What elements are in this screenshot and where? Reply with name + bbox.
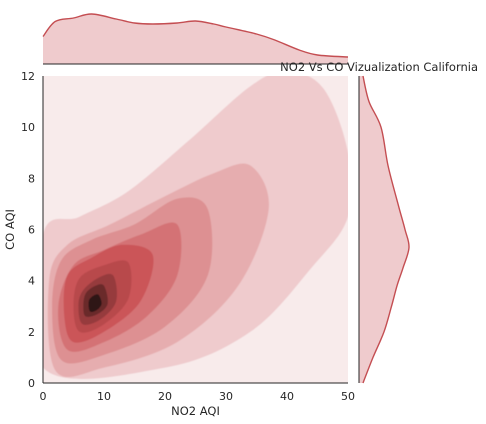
x-tick-labels: 0 10 20 30 40 50 [40,390,356,403]
top-marginal [42,13,349,65]
y-tick-label: 10 [21,121,35,134]
right-marginal [358,75,410,384]
y-tick-labels: 0 2 4 6 8 10 12 [21,70,35,390]
x-axis-label: NO2 AQI [171,404,220,418]
x-tick-label: 20 [158,390,172,403]
y-tick-label: 4 [28,275,35,288]
x-tick-label: 50 [341,390,355,403]
joint-kde-plot: 0 10 20 30 40 50 0 2 4 6 8 10 12 NO2 AQI CO AQI [3,70,356,418]
right-marginal-line [362,75,410,384]
x-tick-label: 10 [97,390,111,403]
y-tick-label: 0 [28,377,35,390]
top-marginal-line [42,13,349,58]
chart-title: NO2 Vs CO Vizualization California [280,60,478,74]
x-tick-label: 40 [280,390,294,403]
kde-contour-levels [43,76,348,383]
y-axis-label: CO AQI [3,209,17,250]
right-marginal-fill [359,76,410,383]
top-marginal-fill [43,13,348,64]
y-tick-label: 12 [21,70,35,83]
y-tick-label: 8 [28,172,35,185]
y-tick-label: 2 [28,326,35,339]
y-tick-label: 6 [28,224,35,237]
kde-level-10 [88,294,102,313]
x-tick-label: 30 [219,390,233,403]
x-tick-label: 0 [40,390,47,403]
